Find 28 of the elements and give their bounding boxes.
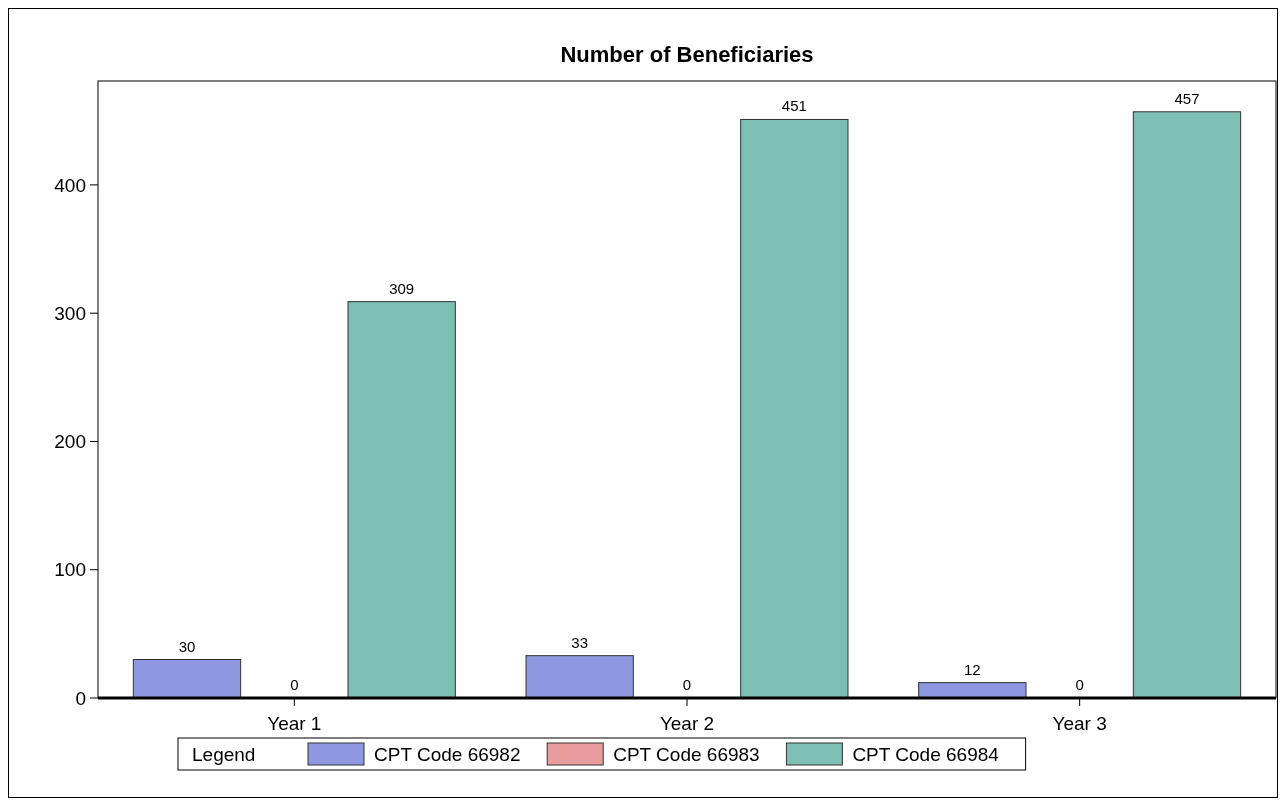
legend-label: CPT Code 66984 xyxy=(852,743,1000,765)
data-label: 33 xyxy=(571,633,589,651)
chart-title: Number of Beneficiaries xyxy=(560,42,814,67)
bar xyxy=(525,655,634,699)
legend-title: Legend xyxy=(192,743,256,765)
y-tick-label: 400 xyxy=(54,174,86,196)
bar xyxy=(740,118,849,699)
data-label: 30 xyxy=(178,637,196,655)
y-tick-label: 300 xyxy=(54,302,86,324)
data-label: 0 xyxy=(290,676,299,693)
bar xyxy=(1132,111,1242,699)
x-tick-label: Year 1 xyxy=(267,713,322,734)
data-label: 0 xyxy=(682,676,692,693)
y-tick-label: 100 xyxy=(54,559,86,581)
y-tick-label: 200 xyxy=(54,431,86,453)
data-label: 12 xyxy=(963,660,981,678)
legend-label: CPT Code 66983 xyxy=(613,743,760,765)
data-label: 0 xyxy=(1075,676,1084,693)
data-label: 309 xyxy=(389,279,415,297)
legend-label: CPT Code 66982 xyxy=(374,743,521,765)
bar xyxy=(918,682,1027,699)
y-tick-label: 0 xyxy=(75,687,86,709)
bar xyxy=(132,659,242,699)
x-tick-label: Year 2 xyxy=(659,713,715,734)
data-label: 457 xyxy=(1174,89,1200,107)
bar xyxy=(347,301,456,699)
x-tick-label: Year 3 xyxy=(1052,713,1107,734)
data-label: 451 xyxy=(781,97,807,115)
